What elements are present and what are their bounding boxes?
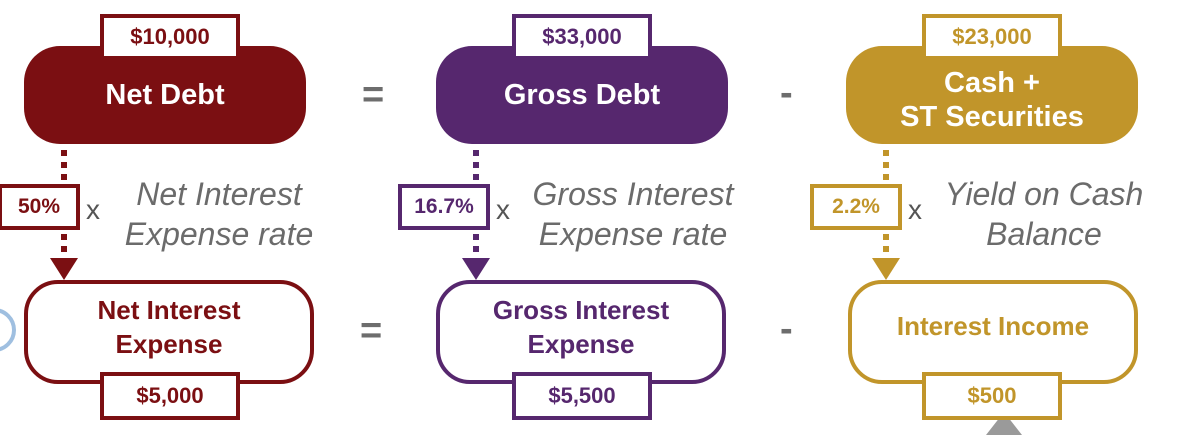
net-rate-tag: 50%	[0, 184, 80, 230]
gross-rate-value: 16.7%	[414, 195, 474, 218]
gross-interest-value: $5,500	[548, 383, 616, 408]
net-rate-desc-line1: Net Interest	[136, 176, 302, 212]
cash-rate-description: Yield on Cash Balance	[930, 174, 1158, 254]
top-equals-sign: =	[362, 74, 385, 116]
net-rate-description: Net Interest Expense rate	[112, 174, 326, 254]
cash-arrowhead	[872, 258, 900, 280]
net-rate-value: 50%	[17, 195, 61, 218]
net-debt-value: $10,000	[130, 24, 210, 49]
net-interest-value-tag: $5,000	[100, 372, 240, 420]
gross-arrowhead	[462, 258, 490, 280]
cash-rate-desc-line2: Balance	[986, 216, 1102, 252]
gross-times-sign: x	[496, 194, 510, 225]
gross-interest-expense-box: Gross Interest Expense	[436, 280, 726, 384]
bottom-minus-sign: -	[780, 308, 793, 350]
net-interest-expense-box: Net Interest Expense	[24, 280, 314, 384]
net-debt-box: Net Debt	[24, 46, 306, 144]
net-interest-label-line2: Expense	[115, 329, 223, 359]
gross-debt-box: Gross Debt	[436, 46, 728, 144]
gross-debt-label: Gross Debt	[503, 79, 661, 111]
cash-rate-value: 2.2%	[832, 195, 880, 218]
net-times-sign: x	[86, 194, 100, 225]
cash-value: $23,000	[952, 24, 1032, 49]
cash-label-line2: ST Securities	[900, 101, 1084, 133]
bottom-equals-sign: =	[360, 310, 383, 352]
cash-box: Cash + ST Securities	[846, 46, 1138, 144]
partial-circle-shape	[0, 308, 16, 352]
net-rate-desc-line2: Expense rate	[124, 216, 314, 252]
gross-rate-desc-line2: Expense rate	[538, 216, 728, 252]
gross-interest-label-line1: Gross Interest	[492, 295, 670, 325]
top-minus-sign: -	[780, 72, 793, 114]
cash-label-line1: Cash +	[944, 67, 1040, 99]
net-debt-value-tag: $10,000	[100, 14, 240, 60]
gross-interest-label-line2: Expense	[527, 329, 635, 359]
cash-times-sign: x	[908, 194, 922, 225]
cash-rate-tag: 2.2%	[810, 184, 902, 230]
gross-debt-value: $33,000	[542, 24, 622, 49]
net-debt-label: Net Debt	[105, 79, 225, 111]
gross-interest-value-tag: $5,500	[512, 372, 652, 420]
gross-debt-value-tag: $33,000	[512, 14, 652, 60]
gross-rate-description: Gross Interest Expense rate	[520, 174, 746, 254]
cash-rate-desc-line1: Yield on Cash	[944, 176, 1144, 212]
net-arrowhead	[50, 258, 78, 280]
net-interest-value: $5,000	[136, 383, 204, 408]
interest-income-box: Interest Income	[848, 280, 1138, 384]
gross-rate-tag: 16.7%	[398, 184, 490, 230]
gross-rate-desc-line1: Gross Interest	[532, 176, 734, 212]
cursor-pointer-shape	[986, 412, 1022, 435]
interest-income-value: $500	[967, 383, 1017, 408]
net-interest-label-line1: Net Interest	[97, 295, 241, 325]
interest-income-label: Interest Income	[896, 311, 1090, 341]
cash-value-tag: $23,000	[922, 14, 1062, 60]
interest-income-value-tag: $500	[922, 372, 1062, 420]
